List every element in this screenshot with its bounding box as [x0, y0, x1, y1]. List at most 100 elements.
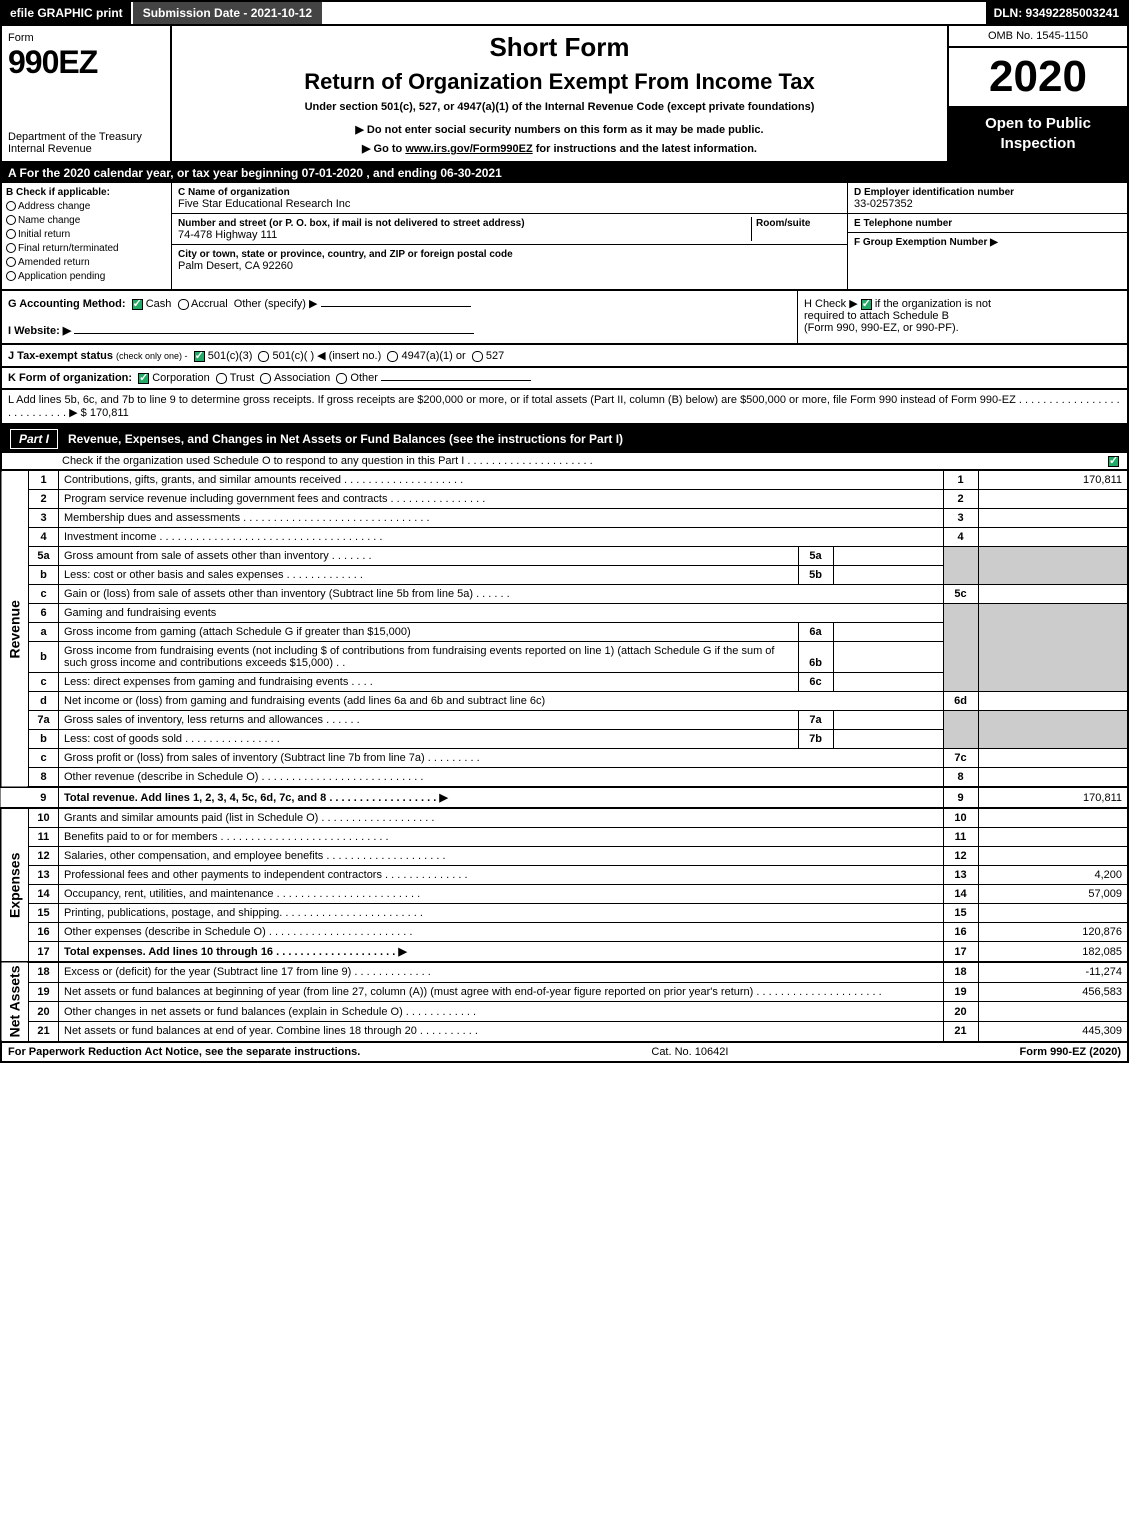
line-desc: Gaming and fundraising events [59, 604, 944, 623]
line-col: 18 [943, 962, 978, 982]
line-col: 14 [943, 885, 978, 904]
chk-501c3[interactable] [194, 351, 205, 362]
chk-accrual[interactable] [178, 299, 189, 310]
line-col: 19 [943, 982, 978, 1002]
sub-no: 7a [798, 711, 833, 730]
g-label: G Accounting Method: [8, 298, 126, 310]
chk-trust[interactable] [216, 373, 227, 384]
grey-cell [978, 547, 1128, 585]
chk-cash[interactable] [132, 299, 143, 310]
table-row: 15 Printing, publications, postage, and … [1, 904, 1128, 923]
chk-assoc[interactable] [260, 373, 271, 384]
j-label: J Tax-exempt status [8, 350, 113, 362]
chk-527[interactable] [472, 351, 483, 362]
line-col: 6d [943, 692, 978, 711]
department-label: Department of the Treasury Internal Reve… [8, 131, 164, 155]
efile-label[interactable]: efile GRAPHIC print [2, 2, 131, 24]
c-label: C Name of organization [178, 187, 290, 198]
room-label: Room/suite [756, 218, 810, 229]
line-col: 15 [943, 904, 978, 923]
table-row: 13 Professional fees and other payments … [1, 866, 1128, 885]
topbar-spacer [322, 2, 985, 24]
l-text: L Add lines 5b, 6c, and 7b to line 9 to … [8, 394, 1120, 419]
chk-4947[interactable] [387, 351, 398, 362]
form-header: Form 990EZ Department of the Treasury In… [0, 26, 1129, 163]
i-label: I Website: ▶ [8, 325, 71, 337]
side-revenue: Revenue [1, 471, 29, 788]
chk-initial-return[interactable] [6, 229, 16, 239]
line-no: 17 [29, 942, 59, 963]
line-col: 3 [943, 509, 978, 528]
table-row: 11 Benefits paid to or for members . . .… [1, 828, 1128, 847]
chk-amended[interactable] [6, 257, 16, 267]
line-desc: Gross income from gaming (attach Schedul… [59, 623, 799, 642]
line-no: c [29, 585, 59, 604]
line-amount [978, 828, 1128, 847]
table-row: 3 Membership dues and assessments . . . … [1, 509, 1128, 528]
chk-other-org[interactable] [336, 373, 347, 384]
sub-no: 6b [798, 642, 833, 673]
line-no: b [29, 730, 59, 749]
line-amount [978, 1002, 1128, 1022]
under-section: Under section 501(c), 527, or 4947(a)(1)… [182, 101, 937, 113]
dln-label: DLN: 93492285003241 [986, 2, 1127, 24]
chk-sched-o[interactable] [1108, 456, 1119, 467]
k-other-input[interactable] [381, 380, 531, 381]
line-amount: 120,876 [978, 923, 1128, 942]
line-desc: Gain or (loss) from sale of assets other… [59, 585, 944, 604]
line-no: 1 [29, 471, 59, 490]
line-no: 15 [29, 904, 59, 923]
chk-corp[interactable] [138, 373, 149, 384]
line-no: d [29, 692, 59, 711]
line-desc: Less: cost of goods sold . . . . . . . .… [59, 730, 799, 749]
footer-right: Form 990-EZ (2020) [1020, 1046, 1121, 1058]
section-def: D Employer identification number 33-0257… [847, 183, 1127, 289]
opt-name: Name change [18, 215, 80, 226]
table-row: 2 Program service revenue including gove… [1, 490, 1128, 509]
org-address: 74-478 Highway 111 [178, 229, 277, 241]
line-desc: Other revenue (describe in Schedule O) .… [59, 768, 944, 788]
line-amount: 445,309 [978, 1022, 1128, 1042]
sub-no: 5b [798, 566, 833, 585]
info-block: B Check if applicable: Address change Na… [0, 183, 1129, 291]
g-other-input[interactable] [321, 306, 471, 307]
chk-no-sched-b[interactable] [861, 299, 872, 310]
row-g-h: G Accounting Method: Cash Accrual Other … [0, 291, 1129, 345]
line-col: 10 [943, 808, 978, 828]
line-col: 2 [943, 490, 978, 509]
table-row: 21 Net assets or fund balances at end of… [1, 1022, 1128, 1042]
line-amount: 170,811 [978, 787, 1128, 808]
g-accrual: Accrual [191, 298, 228, 310]
line-no: b [29, 642, 59, 673]
line-desc: Gross profit or (loss) from sales of inv… [59, 749, 944, 768]
chk-name-change[interactable] [6, 215, 16, 225]
sub-val [833, 547, 943, 566]
line-col: 20 [943, 1002, 978, 1022]
part1-title: Revenue, Expenses, and Changes in Net As… [68, 432, 1119, 446]
line-no: 20 [29, 1002, 59, 1022]
chk-final-return[interactable] [6, 243, 16, 253]
line-no: 19 [29, 982, 59, 1002]
section-k: K Form of organization: Corporation Trus… [0, 368, 1129, 390]
table-row: 19 Net assets or fund balances at beginn… [1, 982, 1128, 1002]
line-amount [978, 749, 1128, 768]
chk-pending[interactable] [6, 271, 16, 281]
line-col: 13 [943, 866, 978, 885]
j-opt3: 4947(a)(1) or [401, 350, 465, 362]
line-desc: Investment income . . . . . . . . . . . … [59, 528, 944, 547]
tax-year: 2020 [949, 48, 1127, 106]
line-desc: Less: direct expenses from gaming and fu… [59, 673, 799, 692]
chk-address-change[interactable] [6, 201, 16, 211]
j-opt1: 501(c)(3) [208, 350, 253, 362]
return-title: Return of Organization Exempt From Incom… [182, 69, 937, 95]
sub-no: 6c [798, 673, 833, 692]
table-row: 16 Other expenses (describe in Schedule … [1, 923, 1128, 942]
line-col: 4 [943, 528, 978, 547]
website-input[interactable] [74, 333, 474, 334]
line-amount: 57,009 [978, 885, 1128, 904]
form-number: 990EZ [8, 44, 164, 81]
footer-mid: Cat. No. 10642I [360, 1046, 1019, 1058]
goto-link[interactable]: www.irs.gov/Form990EZ [405, 143, 532, 155]
chk-501c[interactable] [258, 351, 269, 362]
line-col: 1 [943, 471, 978, 490]
